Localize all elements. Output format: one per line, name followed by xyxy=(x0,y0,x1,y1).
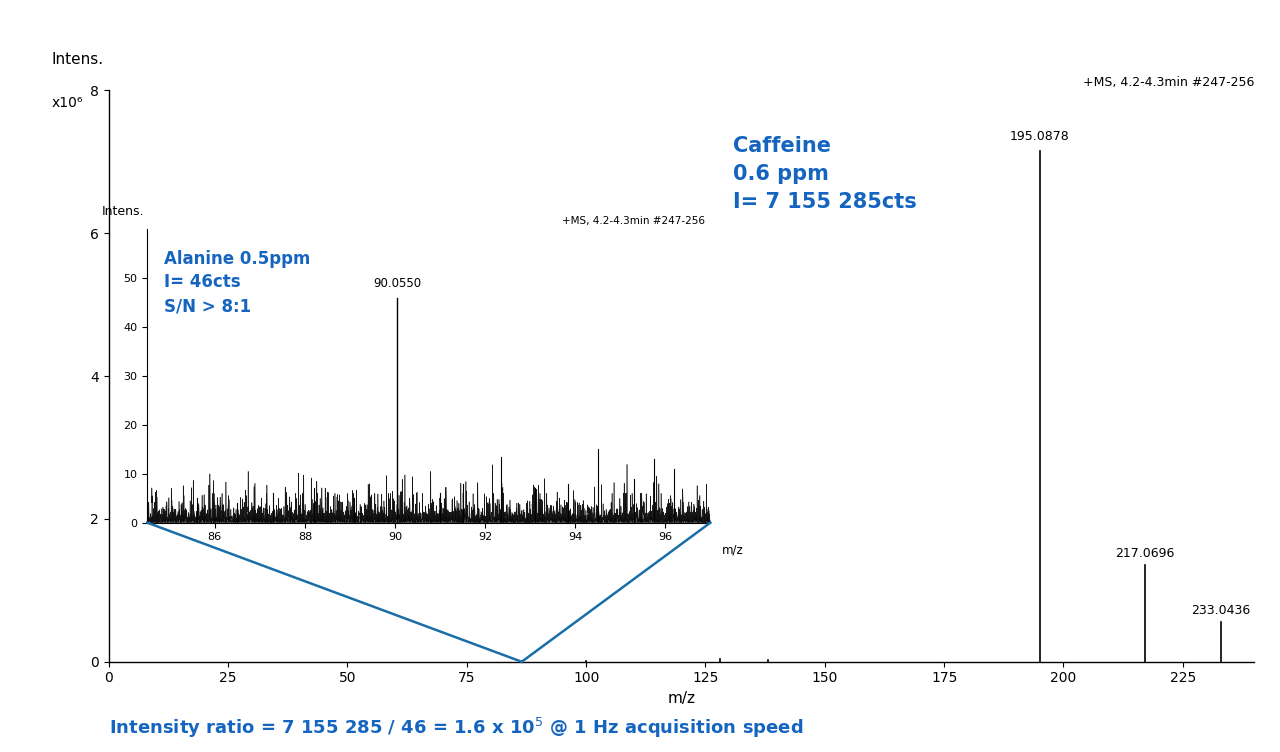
Text: Intens.: Intens. xyxy=(102,205,145,217)
Text: +MS, 4.2-4.3min #247-256: +MS, 4.2-4.3min #247-256 xyxy=(1083,76,1254,89)
Text: 195.0878: 195.0878 xyxy=(1010,130,1070,144)
Text: Intens.: Intens. xyxy=(51,53,104,68)
Text: x10⁶: x10⁶ xyxy=(51,96,83,110)
Text: 90.0550: 90.0550 xyxy=(374,277,421,290)
Text: m/z: m/z xyxy=(722,543,744,556)
Text: 217.0696: 217.0696 xyxy=(1115,547,1175,559)
Text: 233.0436: 233.0436 xyxy=(1192,604,1251,617)
Text: Alanine 0.5ppm
I= 46cts
S/N > 8:1: Alanine 0.5ppm I= 46cts S/N > 8:1 xyxy=(164,250,311,315)
Text: Caffeine
0.6 ppm
I= 7 155 285cts: Caffeine 0.6 ppm I= 7 155 285cts xyxy=(733,136,916,212)
Text: Intensity ratio = 7 155 285 / 46 = 1.6 x 10$^{5}$ @ 1 Hz acquisition speed: Intensity ratio = 7 155 285 / 46 = 1.6 x… xyxy=(109,716,803,740)
X-axis label: m/z: m/z xyxy=(668,691,695,706)
Text: +MS, 4.2-4.3min #247-256: +MS, 4.2-4.3min #247-256 xyxy=(562,217,705,226)
